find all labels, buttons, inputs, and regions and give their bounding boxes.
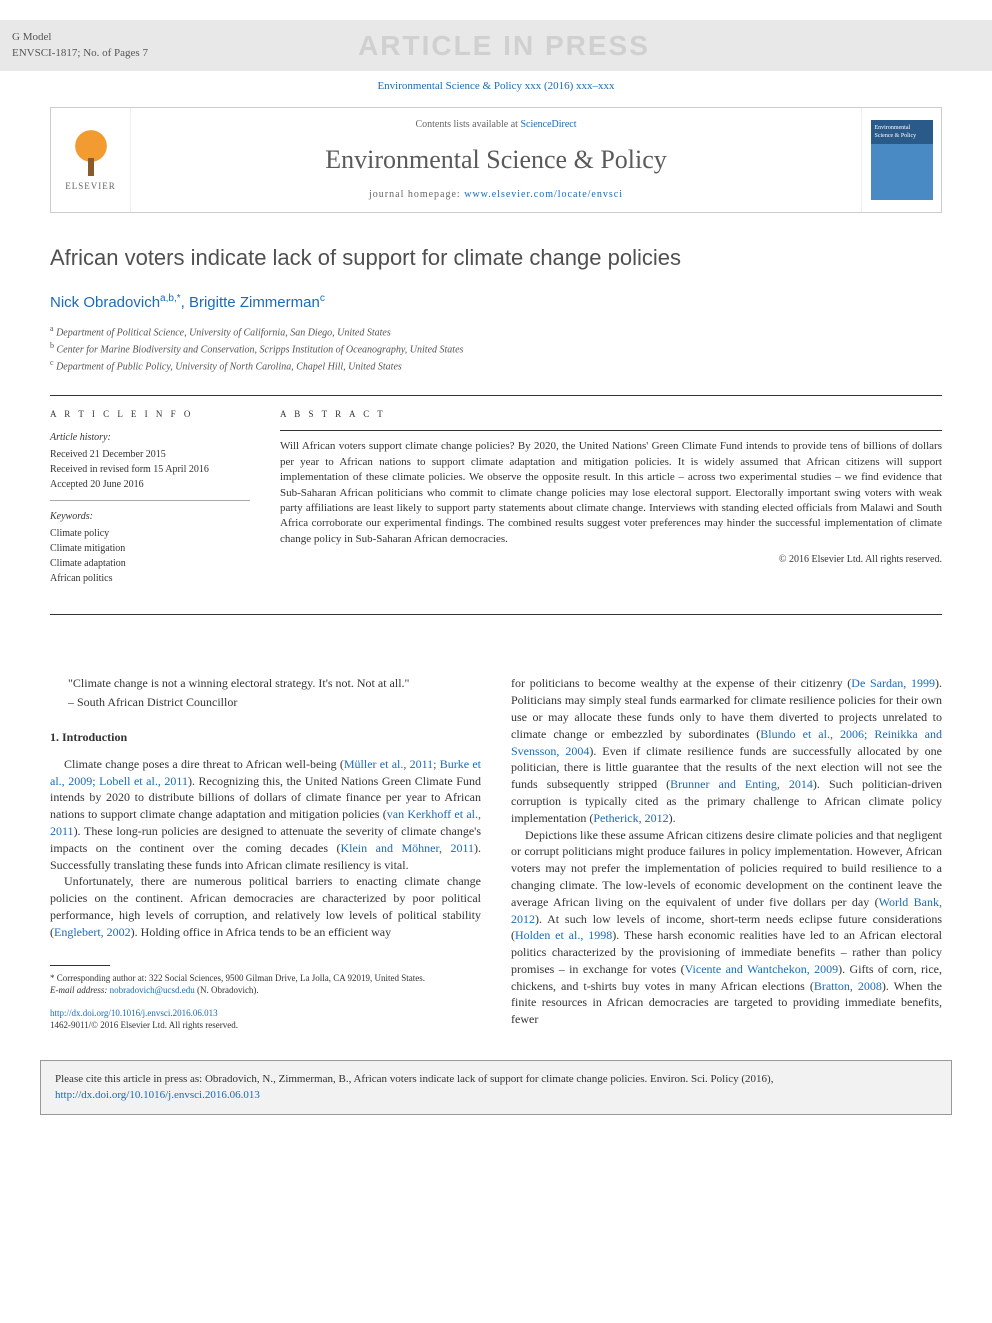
homepage-prefix: journal homepage: — [369, 189, 464, 200]
accepted-date: Accepted 20 June 2016 — [50, 477, 250, 492]
col2-para-1: for politicians to become wealthy at the… — [511, 675, 942, 826]
gmodel-label: G Model — [12, 30, 148, 45]
elsevier-tree-icon — [66, 126, 116, 176]
affiliation-c: c Department of Public Policy, Universit… — [50, 357, 942, 374]
intro-para-1: Climate change poses a dire threat to Af… — [50, 756, 481, 874]
citation-box-doi-link[interactable]: http://dx.doi.org/10.1016/j.envsci.2016.… — [55, 1089, 260, 1101]
abstract-rule — [280, 430, 942, 431]
intro-para-2: Unfortunately, there are numerous politi… — [50, 873, 481, 940]
affiliation-c-text: Department of Public Policy, University … — [56, 362, 402, 373]
citation-klein[interactable]: Klein and Möhner, 2011 — [340, 841, 474, 855]
contents-prefix: Contents lists available at — [415, 119, 520, 130]
author-2-affil-sup: c — [320, 293, 325, 304]
in-press-watermark: ARTICLE IN PRESS — [358, 26, 650, 65]
citation-brunner[interactable]: Brunner and Enting, 2014 — [670, 777, 813, 791]
epigraph-quote: "Climate change is not a winning elector… — [68, 675, 481, 711]
page: G Model ENVSCI-1817; No. of Pages 7 ARTI… — [0, 0, 992, 1145]
abstract-text: Will African voters support climate chan… — [280, 439, 942, 547]
p2-seg-b: ). Holding office in Africa tends to be … — [131, 925, 391, 939]
history-label: Article history: — [50, 430, 250, 445]
email-line: E-mail address: nobradovich@ucsd.edu (N.… — [50, 984, 481, 997]
homepage-link[interactable]: www.elsevier.com/locate/envsci — [464, 189, 623, 200]
body-columns: "Climate change is not a winning elector… — [50, 675, 942, 1032]
citation-holden[interactable]: Holden et al., 1998 — [515, 928, 612, 942]
footnotes: * Corresponding author at: 322 Social Sc… — [50, 972, 481, 997]
keyword-1: Climate policy — [50, 526, 250, 541]
banner-center: Contents lists available at ScienceDirec… — [131, 108, 861, 212]
issn-copyright: 1462-9011/© 2016 Elsevier Ltd. All right… — [50, 1020, 238, 1030]
keywords-label: Keywords: — [50, 509, 250, 524]
header-band: G Model ENVSCI-1817; No. of Pages 7 ARTI… — [0, 20, 992, 71]
journal-cover-cell: Environmental Science & Policy — [861, 108, 941, 212]
p1-seg-a: Climate change poses a dire threat to Af… — [64, 757, 344, 771]
cover-title: Environmental Science & Policy — [875, 124, 929, 141]
keyword-2: Climate mitigation — [50, 541, 250, 556]
abstract-label: A B S T R A C T — [280, 408, 942, 421]
doi-link[interactable]: http://dx.doi.org/10.1016/j.envsci.2016.… — [50, 1008, 218, 1018]
publisher-logo-cell: ELSEVIER — [51, 108, 131, 212]
citation-box: Please cite this article in press as: Ob… — [40, 1060, 952, 1115]
affiliation-a: a Department of Political Science, Unive… — [50, 323, 942, 340]
journal-reference-line: Environmental Science & Policy xxx (2016… — [50, 79, 942, 94]
history-block: Article history: Received 21 December 20… — [50, 430, 250, 501]
email-suffix: (N. Obradovich). — [197, 985, 259, 995]
c2p2-a: Depictions like these assume African cit… — [511, 828, 942, 909]
email-label: E-mail address: — [50, 985, 107, 995]
journal-banner: ELSEVIER Contents lists available at Sci… — [50, 107, 942, 213]
article-title: African voters indicate lack of support … — [50, 243, 942, 274]
copyright-line: © 2016 Elsevier Ltd. All rights reserved… — [280, 553, 942, 567]
c2p1-e: ). — [669, 811, 676, 825]
article-info: A R T I C L E I N F O Article history: R… — [50, 408, 250, 603]
corresponding-author-note: * Corresponding author at: 322 Social Sc… — [50, 972, 481, 985]
citation-petherick[interactable]: Petherick, 2012 — [593, 811, 668, 825]
citation-desardan[interactable]: De Sardan, 1999 — [851, 676, 935, 690]
publisher-name: ELSEVIER — [65, 180, 116, 193]
info-abstract-row: A R T I C L E I N F O Article history: R… — [50, 395, 942, 616]
homepage-line: journal homepage: www.elsevier.com/locat… — [141, 188, 851, 202]
received-date: Received 21 December 2015 — [50, 447, 250, 462]
citation-box-text: Please cite this article in press as: Ob… — [55, 1073, 773, 1085]
keywords-block: Keywords: Climate policy Climate mitigat… — [50, 509, 250, 594]
section-1-heading: 1. Introduction — [50, 729, 481, 746]
article-id: ENVSCI-1817; No. of Pages 7 — [12, 46, 148, 61]
journal-cover-thumbnail: Environmental Science & Policy — [871, 120, 933, 200]
gmodel-block: G Model ENVSCI-1817; No. of Pages 7 — [12, 30, 148, 61]
elsevier-logo: ELSEVIER — [61, 125, 121, 195]
column-right: for politicians to become wealthy at the… — [511, 675, 942, 1032]
doi-block: http://dx.doi.org/10.1016/j.envsci.2016.… — [50, 1007, 481, 1032]
col2-para-2: Depictions like these assume African cit… — [511, 827, 942, 1029]
article-info-label: A R T I C L E I N F O — [50, 408, 250, 421]
contents-line: Contents lists available at ScienceDirec… — [141, 118, 851, 132]
author-2[interactable]: Brigitte Zimmerman — [189, 294, 320, 311]
footnote-separator — [50, 965, 110, 966]
citation-englebert[interactable]: Englebert, 2002 — [54, 925, 131, 939]
affiliation-a-text: Department of Political Science, Univers… — [56, 327, 391, 338]
affiliation-b-text: Center for Marine Biodiversity and Conse… — [57, 344, 464, 355]
quote-attribution: – South African District Councillor — [68, 694, 481, 711]
author-email-link[interactable]: nobradovich@ucsd.edu — [110, 985, 195, 995]
column-left: "Climate change is not a winning elector… — [50, 675, 481, 1032]
keyword-4: African politics — [50, 571, 250, 586]
keyword-3: Climate adaptation — [50, 556, 250, 571]
author-1-affil-sup: a,b,* — [160, 293, 181, 304]
c2p1-a: for politicians to become wealthy at the… — [511, 676, 851, 690]
abstract: A B S T R A C T Will African voters supp… — [280, 408, 942, 603]
revised-date: Received in revised form 15 April 2016 — [50, 462, 250, 477]
quote-text: "Climate change is not a winning elector… — [68, 675, 481, 692]
affiliations: a Department of Political Science, Unive… — [50, 323, 942, 375]
journal-name: Environmental Science & Policy — [141, 142, 851, 178]
sciencedirect-link[interactable]: ScienceDirect — [520, 119, 576, 130]
authors-line: Nick Obradovicha,b,*, Brigitte Zimmerman… — [50, 292, 942, 313]
author-1[interactable]: Nick Obradovich — [50, 294, 160, 311]
affiliation-b: b Center for Marine Biodiversity and Con… — [50, 340, 942, 357]
citation-bratton[interactable]: Bratton, 2008 — [814, 979, 882, 993]
citation-vicente[interactable]: Vicente and Wantchekon, 2009 — [685, 962, 839, 976]
